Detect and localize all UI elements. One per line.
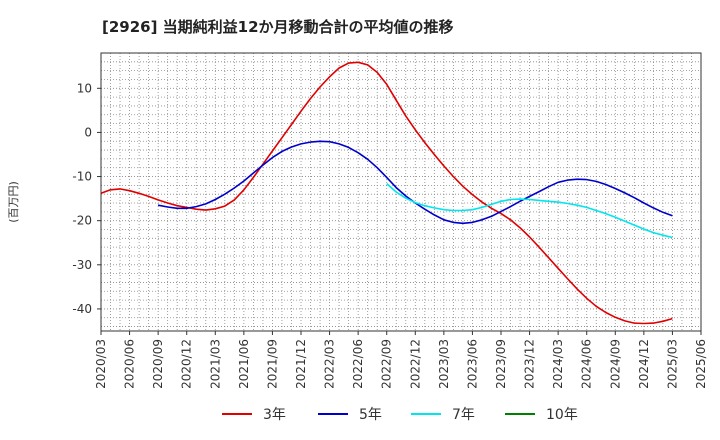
x-tick-label: 2020/03	[94, 339, 108, 389]
y-tick-label: -20	[72, 214, 92, 228]
x-tick-label: 2022/12	[408, 339, 422, 389]
series-line-2	[386, 183, 673, 239]
x-tick-label: 2025/03	[665, 339, 679, 389]
x-tick-label: 2021/03	[208, 339, 222, 389]
x-tick-label: 2023/12	[523, 339, 537, 389]
x-tick-label: 2020/12	[180, 339, 194, 389]
x-tick-label: 2023/06	[465, 339, 479, 389]
chart-title: [2926] 当期純利益12か月移動合計の平均値の推移	[102, 18, 454, 36]
legend-label-2: 7年	[452, 407, 475, 423]
x-tick-label: 2024/06	[580, 339, 594, 389]
x-tick-label: 2023/03	[437, 339, 451, 389]
legend-label-0: 3年	[263, 407, 286, 423]
series-line-0	[100, 61, 673, 325]
x-tick-label: 2022/09	[380, 339, 394, 389]
x-tick-label: 2021/09	[265, 339, 279, 389]
y-tick-label: 10	[77, 81, 92, 95]
legend-label-3: 10年	[546, 407, 578, 423]
x-tick-label: 2024/12	[637, 339, 651, 389]
x-tick-label: 2024/03	[551, 339, 565, 389]
x-tick-label: 2020/06	[123, 339, 137, 389]
x-tick-label: 2021/06	[237, 339, 251, 389]
x-tick-label: 2020/09	[151, 339, 165, 389]
y-axis-label: (百万円)	[7, 181, 20, 223]
x-tick-label: 2022/03	[323, 339, 337, 389]
x-tick-label: 2023/09	[494, 339, 508, 389]
y-tick-label: -40	[72, 302, 92, 316]
plot-area: 10 0 -10 -20 -30 -40 2020/03 2020/06 2020/09 2020…	[72, 52, 708, 389]
y-tick-label: 0	[84, 125, 92, 139]
x-tick-label: 2024/09	[608, 339, 622, 389]
x-tick-label: 2025/06	[694, 339, 708, 389]
plot-frame	[100, 52, 702, 332]
legend-label-1: 5年	[359, 407, 382, 423]
x-tick-label: 2021/12	[294, 339, 308, 389]
legend: 3年 5年 7年 10年	[222, 407, 578, 423]
y-tick-label: -30	[72, 258, 92, 272]
x-tick-label: 2022/06	[351, 339, 365, 389]
y-tick-label: -10	[72, 170, 92, 184]
